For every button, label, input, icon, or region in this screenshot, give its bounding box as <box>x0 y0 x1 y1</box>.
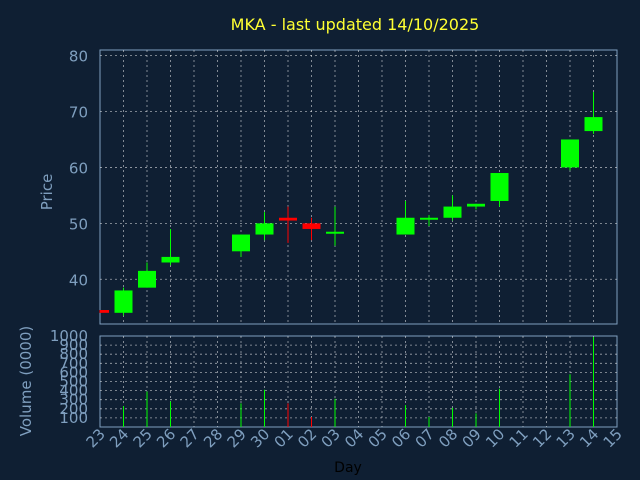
volume-tick-label: 900 <box>59 336 88 354</box>
volume-axis-label: Volume (0000) <box>17 326 35 436</box>
volume-tick-label: 800 <box>59 345 88 363</box>
candle-body <box>100 310 109 313</box>
candle-body <box>326 231 344 234</box>
x-tick-label: 29 <box>224 425 250 451</box>
x-tick-label: 23 <box>83 425 109 451</box>
candle-body <box>420 217 438 220</box>
price-tick-label: 70 <box>69 104 88 122</box>
price-axis-label: Price <box>38 174 56 211</box>
x-tick-label: 01 <box>271 425 297 451</box>
volume-tick-label: 500 <box>59 373 88 391</box>
x-tick-label: 07 <box>412 425 438 451</box>
volume-tick-label: 700 <box>59 354 88 372</box>
candle-body <box>467 203 485 207</box>
candle-body <box>584 117 603 132</box>
x-tick-label: 14 <box>576 425 602 451</box>
price-tick-label: 40 <box>69 271 88 289</box>
price-tick-label: 60 <box>69 159 88 177</box>
volume-tick-label: 200 <box>59 400 88 418</box>
volume-tick-label: 1000 <box>50 327 88 345</box>
x-tick-label: 12 <box>529 425 555 451</box>
candle-body <box>279 217 297 221</box>
x-tick-label: 30 <box>247 425 273 451</box>
candle-body <box>114 290 133 313</box>
volume-tick-label: 300 <box>59 391 88 409</box>
volume-tick-label: 100 <box>59 409 88 427</box>
x-tick-label: 24 <box>106 425 132 451</box>
x-tick-label: 10 <box>482 425 508 451</box>
chart-title: MKA - last updated 14/10/2025 <box>231 15 480 34</box>
x-tick-label: 25 <box>130 425 156 451</box>
candle-body <box>161 256 180 263</box>
candle-body <box>490 173 509 201</box>
x-tick-label: 03 <box>318 425 344 451</box>
candle-body <box>396 217 415 235</box>
x-axis-label: Day <box>334 460 362 476</box>
candle-body <box>561 139 579 168</box>
x-tick-label: 15 <box>600 425 626 451</box>
x-tick-label: 13 <box>553 425 579 451</box>
candle-body <box>232 234 250 252</box>
x-tick-label: 09 <box>459 425 485 451</box>
price-tick-label: 50 <box>69 215 88 233</box>
volume-tick-label: 400 <box>59 382 88 400</box>
price-tick-label: 80 <box>69 48 88 66</box>
candle-body <box>302 223 321 229</box>
x-tick-label: 28 <box>200 425 226 451</box>
candle-body <box>255 223 274 235</box>
x-tick-label: 26 <box>153 425 179 451</box>
candle-body <box>443 206 462 218</box>
x-tick-label: 11 <box>506 425 532 451</box>
x-tick-label: 06 <box>388 425 414 451</box>
candle-body <box>138 270 156 288</box>
x-tick-label: 27 <box>177 425 203 451</box>
x-tick-label: 02 <box>294 425 320 451</box>
volume-tick-label: 600 <box>59 363 88 381</box>
x-tick-label: 08 <box>435 425 461 451</box>
x-tick-label: 04 <box>341 425 367 451</box>
x-tick-label: 05 <box>365 425 391 451</box>
